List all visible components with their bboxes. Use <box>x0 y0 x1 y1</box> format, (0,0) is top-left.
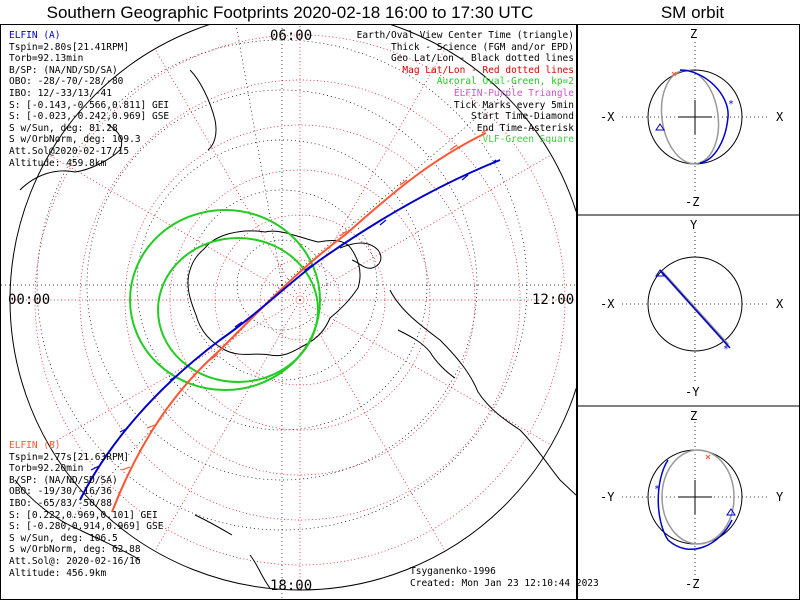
legend-entry: VLF-Green Square <box>482 134 574 146</box>
elfin-b-header: ELFIN (B) <box>9 440 61 451</box>
sm3-left: -Y <box>600 490 615 504</box>
elfin-b-line: S: [0.222,0.969,0.101] GEI <box>9 509 158 521</box>
sm1-right: X <box>776 110 784 124</box>
created-timestamp: Created: Mon Jan 23 12:10:44 2023 <box>410 578 599 589</box>
sm-panel-yz: * Z -Z -Y Y <box>600 409 784 591</box>
antarctica-coastline <box>187 230 361 357</box>
legend-entry: ELFIN-Purple Triangle <box>453 87 574 99</box>
time-label-top: 06:00 <box>270 28 312 44</box>
elfin-b-info: ELFIN (B) Tspin=2.77s[21.63RPM] Torb=92.… <box>9 440 163 579</box>
legend-entry: Thick - Science (FGM and/or EPD) <box>390 41 574 53</box>
elfin-a-line: S: [-0.023,-0.242,0.969] GSE <box>9 111 170 123</box>
elfin-b-line: S w/Sun, deg: 106.5 <box>9 532 118 544</box>
africa-coastline <box>19 124 123 191</box>
sm1-top: Z <box>690 27 697 41</box>
time-label-bottom: 18:00 <box>270 578 312 594</box>
elfin-a-line: S: [-0.143,-0.566,0.811] GEI <box>9 99 170 111</box>
elfin-a-ticks <box>90 159 497 471</box>
elfin-a-line: OBO: -28/-70/-28/-80 <box>9 76 124 88</box>
sm3-bottom: -Z <box>685 577 699 591</box>
svg-text:*: * <box>728 99 734 110</box>
sm1-bottom: -Z <box>685 195 699 209</box>
australia-coastline <box>14 479 141 561</box>
sm2-bottom: -Y <box>685 385 700 399</box>
elfin-a-track <box>79 159 501 501</box>
page-title: Southern Geographic Footprints 2020-02-1… <box>46 3 534 22</box>
elfin-b-line: Torb=92.20min <box>9 463 84 475</box>
elfin-b-line: IBO: -65/83/-50/88 <box>9 497 112 509</box>
auroral-oval-inner <box>157 237 319 383</box>
elfin-a-line: Tspin=2.80s[21.41RPM] <box>9 41 130 53</box>
time-label-right: 12:00 <box>532 292 574 308</box>
svg-text:*: * <box>723 344 729 355</box>
elfin-b-line: Att.Sol@: 2020-02-16/16 <box>9 555 141 567</box>
time-label-left: 00:00 <box>8 292 50 308</box>
sm2-top: Y <box>690 218 698 232</box>
elfin-b-line: OBO: -19/30/-16/36 <box>9 486 112 498</box>
antarctic-peninsula <box>339 242 382 269</box>
elfin-b-line: S w/OrbNorm, deg: 62.88 <box>9 544 141 556</box>
elfin-b-line: Tspin=2.77s[21.63RPM] <box>9 451 130 463</box>
sm3-right: Y <box>776 490 784 504</box>
sm-panel-xy: * Y -Y -X X <box>600 218 784 399</box>
sm3-top: Z <box>690 409 697 423</box>
legend-entry: Start Time-Diamond <box>471 111 574 123</box>
sm-panel-xz: * Z -Z -X X <box>600 27 784 209</box>
legend-entry: Auroral Oval-Green, kp=2 <box>436 76 574 88</box>
credit: Tsyganenko-1996 Created: Mon Jan 23 12:1… <box>410 566 599 590</box>
elfin-a-line: S w/Sun, deg: 81.28 <box>9 122 118 134</box>
elfin-a-info: ELFIN (A) Tspin=2.80s[21.41RPM] Torb=92.… <box>9 30 169 169</box>
elfin-a-header: ELFIN (A) <box>9 30 61 41</box>
sm2-right: X <box>776 297 784 311</box>
elfin-b-track <box>111 132 487 513</box>
elfin-b-line: Altitude: 456.9km <box>9 567 107 579</box>
legend-entry: Earth/Oval View Center Time (triangle) <box>356 30 574 41</box>
sm2-left: -X <box>600 297 615 311</box>
mag-grid <box>10 25 576 590</box>
svg-text:*: * <box>654 484 660 495</box>
sm-orbit-title: SM orbit <box>660 3 725 22</box>
auroral-oval-outer <box>129 209 321 391</box>
elfin-a-line: IBO: 12/-33/13/-41 <box>9 87 112 99</box>
legend-entry: Mag Lat/Lon - Red dotted lines <box>402 64 574 76</box>
south-america-coastline <box>389 289 576 496</box>
elfin-a-line: Altitude: 459.8km <box>9 157 107 169</box>
legend-entry: Tick Marks every 5min <box>453 99 574 111</box>
elfin-a-line: Att.Sol@2020-02-17/15 <box>9 145 130 157</box>
model-credit: Tsyganenko-1996 <box>410 566 496 577</box>
elfin-b-line: S: [-0.280,0.914,0.969] GSE <box>9 521 164 533</box>
elfin-b-ticks <box>121 128 489 471</box>
legend: Earth/Oval View Center Time (triangle) T… <box>357 30 574 146</box>
map-boundary-circle <box>9 25 576 591</box>
legend-entry: End Time-Asterisk <box>476 122 574 134</box>
elfin-a-line: B/SP: (NA/ND/SD/SA) <box>9 64 118 76</box>
elfin-a-line: Torb=92.13min <box>9 53 84 65</box>
sm1-left: -X <box>600 110 615 124</box>
elfin-a-line: S w/OrbNorm, deg: 109.3 <box>9 134 141 146</box>
legend-entry: Geo Lat/Lon - Black dotted lines <box>390 53 574 65</box>
elfin-b-line: B/SP: (NA/ND/SD/SA) <box>9 474 118 486</box>
